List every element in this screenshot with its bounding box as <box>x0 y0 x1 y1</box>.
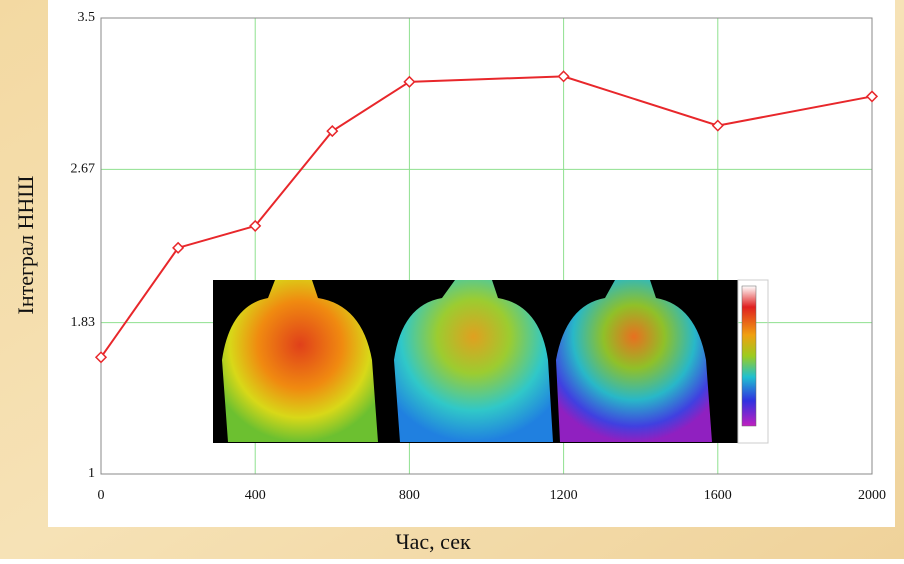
color-scale <box>742 286 756 426</box>
x-axis-label: Час, сек <box>395 529 471 554</box>
y-tick-label: 1 <box>88 466 95 481</box>
y-tick-label: 2.67 <box>71 162 96 177</box>
y-tick-label: 1.83 <box>71 315 96 330</box>
y-axis-label: Інтеграл ННШ <box>13 176 38 315</box>
page: Інтеграл ННШ Час, сек 1 1.83 2.67 3.5 0 400 80… <box>0 0 904 559</box>
x-tick-label: 400 <box>245 488 266 503</box>
x-tick-label: 1600 <box>704 488 732 503</box>
x-tick-label: 2000 <box>858 488 886 503</box>
y-tick-label: 3.5 <box>78 10 96 25</box>
x-tick-label: 800 <box>399 488 420 503</box>
x-tick-label: 1200 <box>550 488 578 503</box>
x-tick-label: 0 <box>98 488 105 503</box>
chart: Інтеграл ННШ Час, сек 1 1.83 2.67 3.5 0 400 80… <box>0 0 904 559</box>
thermal-inset <box>213 280 768 443</box>
